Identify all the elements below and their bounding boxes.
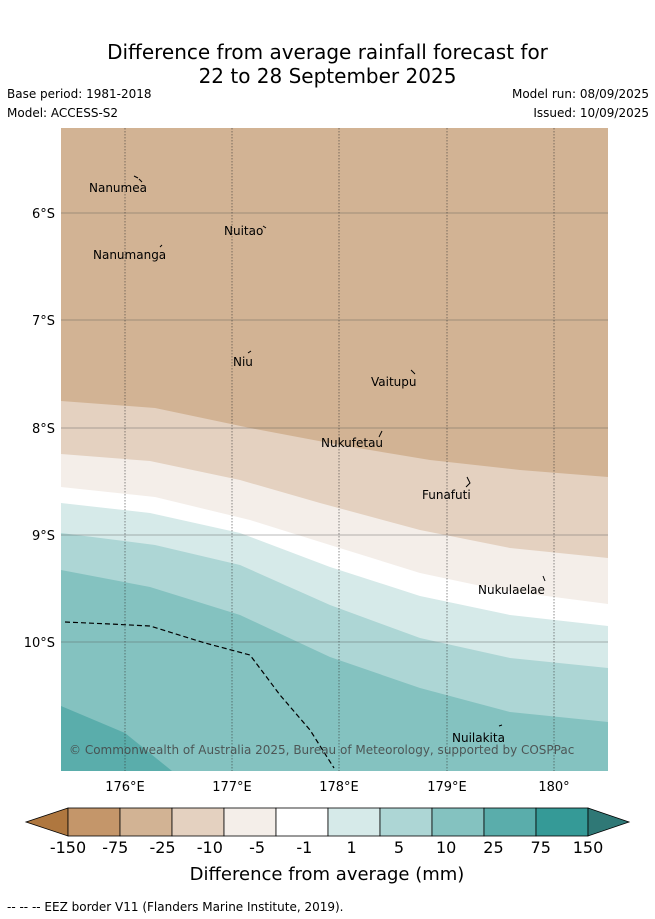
colorbar-tick: -1	[296, 838, 312, 857]
lon-label-177e: 177°E	[212, 780, 252, 795]
colorbar-tick: 1	[347, 838, 357, 857]
colorbar-tick: -75	[102, 838, 128, 857]
label-vaitupu: Vaitupu	[371, 375, 417, 389]
copyright-notice: © Commonwealth of Australia 2025, Bureau…	[69, 743, 574, 757]
eez-border	[64, 621, 335, 769]
colorbar-swatch	[223, 807, 277, 837]
lon-label-179e: 179°E	[427, 780, 467, 795]
title-line-2: 22 to 28 September 2025	[198, 64, 457, 88]
colorbar-swatch	[67, 807, 121, 837]
lat-label-10s: 10°S	[24, 636, 55, 651]
model-run: Model run: 08/09/2025	[511, 87, 649, 101]
colorbar-tick: 5	[394, 838, 404, 857]
island-nukulaelae	[542, 575, 546, 582]
grid-lines	[61, 212, 608, 643]
colorbar	[24, 807, 631, 837]
colorbar-tick: -5	[249, 838, 265, 857]
longitude-labels: 176°E 177°E 178°E 179°E 180°	[105, 780, 569, 795]
colorbar-tick: -25	[149, 838, 175, 857]
map-area: Nanumea Nuitao Nanumanga Niu Vaitupu Nuk…	[61, 128, 608, 771]
lat-label-7s: 7°S	[32, 314, 55, 329]
lon-label-178e: 178°E	[319, 780, 359, 795]
island-vaitupu	[410, 369, 416, 375]
colorbar-swatch	[483, 807, 537, 837]
model-name: Model: ACCESS-S2	[7, 106, 119, 120]
island-nanumea	[133, 175, 143, 183]
colorbar-swatch	[431, 807, 485, 837]
colorbar-swatch	[379, 807, 433, 837]
meridian-lines	[124, 128, 555, 771]
island-funafuti	[465, 476, 471, 488]
island-shapes	[133, 175, 546, 727]
island-nuilakita	[498, 724, 503, 727]
colorbar-title: Difference from average (mm)	[190, 864, 465, 885]
colorbar-swatch	[171, 807, 225, 837]
map-title: Difference from average rainfall forecas…	[0, 40, 655, 88]
label-nukulaelae: Nukulaelae	[478, 583, 545, 597]
label-nukufetau: Nukufetau	[321, 436, 383, 450]
colorbar-arrow-right	[587, 807, 631, 837]
colorbar-tick: -150	[50, 838, 86, 857]
colorbar-arrow-left	[24, 807, 69, 837]
eez-legend-note: -- -- -- EEZ border V11 (Flanders Marine…	[7, 900, 344, 914]
label-nuilakita: Nuilakita	[452, 731, 505, 745]
colorbar-swatch	[535, 807, 589, 837]
island-niu	[247, 350, 252, 354]
lat-label-8s: 8°S	[32, 422, 55, 437]
colorbar-swatch	[327, 807, 381, 837]
island-labels: Nanumea Nuitao Nanumanga Niu Vaitupu Nuk…	[89, 181, 545, 745]
band-plus10-plus25	[61, 570, 608, 771]
colorbar-tick: 150	[573, 838, 604, 857]
colorbar-tick: -10	[197, 838, 223, 857]
label-nanumanga: Nanumanga	[93, 248, 166, 262]
label-funafuti: Funafuti	[422, 488, 471, 502]
island-nanumanga	[159, 244, 163, 248]
label-niu: Niu	[233, 355, 253, 369]
colorbar-swatch	[275, 807, 329, 837]
band-plus25-plus75	[61, 706, 172, 771]
label-nuitao: Nuitao	[224, 224, 263, 238]
colorbar-tick: 10	[436, 838, 456, 857]
colorbar-swatch	[119, 807, 173, 837]
lat-label-9s: 9°S	[32, 529, 55, 544]
title-line-1: Difference from average rainfall forecas…	[107, 40, 548, 64]
island-nukufetau	[378, 430, 383, 438]
island-nuitao	[262, 225, 267, 229]
base-period: Base period: 1981-2018	[7, 87, 152, 101]
lat-label-6s: 6°S	[32, 207, 55, 222]
colorbar-tick-labels: -150 -75 -25 -10 -5 -1 1 5 10 25 75 150	[50, 838, 603, 857]
label-nanumea: Nanumea	[89, 181, 147, 195]
issued-date: Issued: 10/09/2025	[533, 106, 649, 120]
colorbar-tick: 25	[483, 838, 503, 857]
lon-label-180: 180°	[538, 780, 569, 795]
colorbar-tick: 75	[531, 838, 551, 857]
latitude-labels: 6°S 7°S 8°S 9°S 10°S	[24, 207, 55, 651]
lon-label-176e: 176°E	[105, 780, 145, 795]
